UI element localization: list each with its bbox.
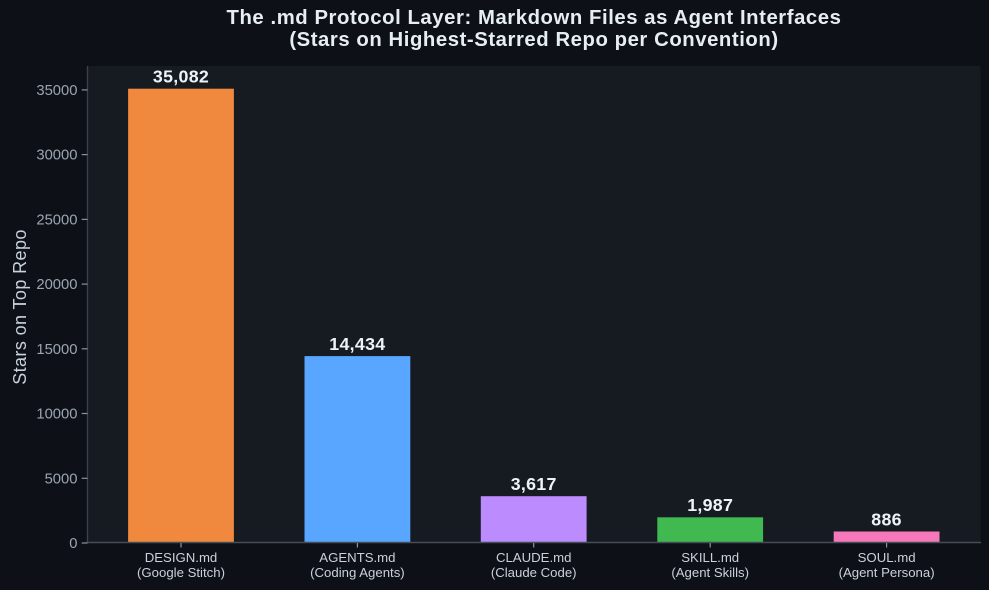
svg-text:DESIGN.md: DESIGN.md xyxy=(145,550,218,565)
svg-text:(Google Stitch): (Google Stitch) xyxy=(137,565,225,580)
svg-text:(Claude Code): (Claude Code) xyxy=(491,565,577,580)
svg-text:35000: 35000 xyxy=(36,83,77,99)
svg-text:20000: 20000 xyxy=(36,277,77,293)
svg-text:10000: 10000 xyxy=(36,407,77,423)
svg-text:Stars on Top Repo: Stars on Top Repo xyxy=(10,229,30,385)
svg-text:14,434: 14,434 xyxy=(329,334,385,354)
svg-text:0: 0 xyxy=(69,536,77,552)
svg-text:35,082: 35,082 xyxy=(153,67,209,87)
svg-text:1,987: 1,987 xyxy=(687,495,733,515)
svg-text:SOUL.md: SOUL.md xyxy=(858,550,916,565)
svg-text:SKILL.md: SKILL.md xyxy=(681,550,739,565)
svg-text:5000: 5000 xyxy=(45,471,78,487)
svg-text:25000: 25000 xyxy=(36,212,77,228)
svg-text:(Agent Skills): (Agent Skills) xyxy=(671,565,749,580)
svg-text:CLAUDE.md: CLAUDE.md xyxy=(496,550,571,565)
svg-text:15000: 15000 xyxy=(36,342,77,358)
svg-text:The .md Protocol Layer: Markdo: The .md Protocol Layer: Markdown Files a… xyxy=(227,7,842,29)
svg-text:30000: 30000 xyxy=(36,148,77,164)
svg-text:3,617: 3,617 xyxy=(511,474,557,494)
svg-text:(Stars on Highest-Starred Repo: (Stars on Highest-Starred Repo per Conve… xyxy=(289,29,778,51)
svg-text:AGENTS.md: AGENTS.md xyxy=(319,550,395,565)
svg-text:886: 886 xyxy=(871,509,902,529)
svg-text:(Coding Agents): (Coding Agents) xyxy=(310,565,405,580)
svg-text:(Agent Persona): (Agent Persona) xyxy=(839,565,935,580)
